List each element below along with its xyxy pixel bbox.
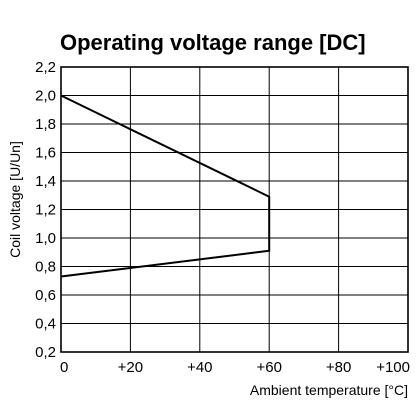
y-axis-ticks: 2,2 2,0 1,8 1,6 1,4 1,2 1,0 0,8 0,6 0,4 0,2 xyxy=(35,59,56,361)
y-tick-label: 1,8 xyxy=(35,116,56,133)
y-tick-label: 2,2 xyxy=(35,59,56,76)
y-tick-label: 0,2 xyxy=(35,344,56,361)
x-tick-label: +20 xyxy=(118,359,143,376)
x-tick-label: +100 xyxy=(376,359,410,376)
y-axis-label: Coil voltage [U/Un] xyxy=(7,141,23,258)
x-tick-label: +40 xyxy=(187,359,212,376)
chart-title: Operating voltage range [DC] xyxy=(60,30,366,55)
x-tick-label: +60 xyxy=(256,359,281,376)
x-axis-ticks: 0 +20 +40 +60 +80 +100 xyxy=(60,359,410,376)
x-axis-label: Ambient temperature [°C] xyxy=(250,382,408,398)
y-tick-label: 0,6 xyxy=(35,287,56,304)
y-tick-label: 0,4 xyxy=(35,316,56,333)
y-tick-label: 1,2 xyxy=(35,202,56,219)
x-tick-label: 0 xyxy=(60,359,68,376)
y-tick-label: 2,0 xyxy=(35,88,56,105)
series-layer xyxy=(60,94,271,278)
grid xyxy=(60,66,409,353)
series-line xyxy=(60,94,271,278)
y-tick-label: 1,0 xyxy=(35,230,56,247)
plot-frame xyxy=(60,66,409,353)
y-tick-label: 1,4 xyxy=(35,173,56,190)
y-tick-label: 1,6 xyxy=(35,145,56,162)
x-tick-label: +80 xyxy=(326,359,351,376)
y-tick-label: 0,8 xyxy=(35,259,56,276)
